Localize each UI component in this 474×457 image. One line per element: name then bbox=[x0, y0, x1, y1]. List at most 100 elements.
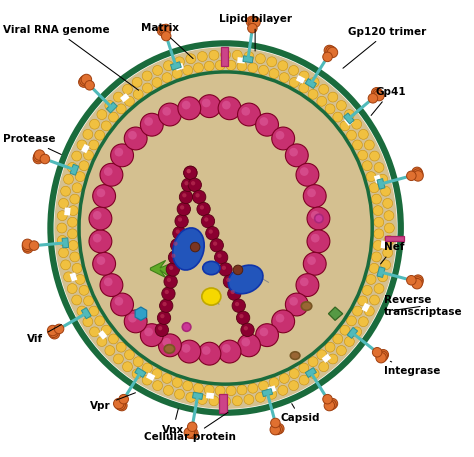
Circle shape bbox=[272, 310, 295, 333]
Circle shape bbox=[100, 163, 123, 186]
Polygon shape bbox=[374, 175, 382, 184]
Circle shape bbox=[197, 394, 207, 404]
Circle shape bbox=[340, 121, 350, 131]
Circle shape bbox=[325, 104, 335, 114]
Circle shape bbox=[333, 334, 343, 344]
Circle shape bbox=[241, 338, 250, 346]
Circle shape bbox=[222, 266, 226, 270]
Circle shape bbox=[115, 148, 123, 156]
Circle shape bbox=[109, 112, 118, 122]
Circle shape bbox=[61, 186, 71, 196]
Circle shape bbox=[184, 166, 197, 180]
Circle shape bbox=[204, 385, 214, 395]
Circle shape bbox=[179, 190, 192, 204]
Text: Integrase: Integrase bbox=[383, 361, 440, 376]
Circle shape bbox=[300, 277, 309, 286]
Circle shape bbox=[188, 428, 198, 439]
Circle shape bbox=[374, 217, 384, 227]
Circle shape bbox=[201, 214, 215, 228]
Polygon shape bbox=[384, 236, 404, 241]
Circle shape bbox=[230, 290, 235, 294]
Circle shape bbox=[246, 16, 257, 27]
Circle shape bbox=[59, 198, 69, 208]
Circle shape bbox=[278, 385, 288, 395]
Circle shape bbox=[353, 140, 363, 150]
Circle shape bbox=[296, 163, 319, 186]
Circle shape bbox=[164, 275, 177, 288]
Circle shape bbox=[378, 272, 388, 282]
Text: Vif: Vif bbox=[27, 324, 61, 345]
Circle shape bbox=[178, 218, 182, 222]
Circle shape bbox=[407, 171, 416, 181]
Circle shape bbox=[340, 325, 350, 335]
Circle shape bbox=[267, 57, 277, 67]
Circle shape bbox=[374, 284, 384, 293]
Circle shape bbox=[79, 77, 89, 87]
Text: Nef: Nef bbox=[381, 242, 404, 264]
Circle shape bbox=[255, 393, 265, 402]
Polygon shape bbox=[98, 330, 107, 340]
Circle shape bbox=[202, 346, 210, 355]
Circle shape bbox=[299, 71, 309, 81]
Circle shape bbox=[123, 362, 132, 372]
Circle shape bbox=[289, 78, 299, 87]
Circle shape bbox=[158, 334, 182, 357]
Polygon shape bbox=[219, 393, 227, 413]
Circle shape bbox=[72, 151, 82, 161]
Circle shape bbox=[133, 357, 143, 367]
Circle shape bbox=[183, 381, 192, 391]
Circle shape bbox=[67, 229, 77, 239]
Polygon shape bbox=[377, 267, 385, 277]
Circle shape bbox=[105, 345, 115, 356]
Circle shape bbox=[317, 350, 327, 360]
Circle shape bbox=[163, 302, 167, 306]
Circle shape bbox=[184, 181, 189, 186]
Circle shape bbox=[250, 17, 260, 27]
Circle shape bbox=[93, 234, 101, 243]
Circle shape bbox=[366, 172, 376, 181]
Circle shape bbox=[173, 241, 178, 246]
Text: Viral RNA genome: Viral RNA genome bbox=[3, 25, 139, 90]
Circle shape bbox=[413, 170, 423, 181]
Circle shape bbox=[319, 362, 328, 372]
Circle shape bbox=[381, 260, 391, 270]
Circle shape bbox=[244, 326, 248, 330]
Circle shape bbox=[327, 47, 337, 58]
Text: Capsid: Capsid bbox=[281, 404, 320, 424]
Polygon shape bbox=[150, 260, 172, 277]
Circle shape bbox=[83, 129, 93, 139]
Circle shape bbox=[33, 153, 44, 164]
Polygon shape bbox=[381, 240, 387, 249]
Circle shape bbox=[160, 314, 164, 318]
Polygon shape bbox=[362, 303, 370, 312]
Circle shape bbox=[90, 119, 100, 129]
Circle shape bbox=[323, 52, 332, 62]
Circle shape bbox=[270, 425, 281, 435]
Circle shape bbox=[206, 227, 219, 240]
Circle shape bbox=[374, 90, 384, 101]
Circle shape bbox=[175, 229, 180, 234]
Ellipse shape bbox=[291, 352, 300, 359]
Polygon shape bbox=[171, 62, 182, 70]
Circle shape bbox=[164, 61, 173, 71]
Circle shape bbox=[142, 375, 152, 385]
Circle shape bbox=[172, 69, 182, 79]
Polygon shape bbox=[344, 117, 353, 126]
Circle shape bbox=[328, 92, 338, 102]
Circle shape bbox=[133, 90, 143, 99]
Circle shape bbox=[64, 272, 73, 282]
Circle shape bbox=[412, 167, 422, 178]
Circle shape bbox=[413, 275, 423, 285]
Circle shape bbox=[77, 140, 87, 150]
Circle shape bbox=[358, 129, 368, 139]
Circle shape bbox=[187, 422, 197, 431]
Circle shape bbox=[373, 206, 383, 216]
Circle shape bbox=[372, 194, 382, 204]
Circle shape bbox=[269, 377, 279, 388]
Circle shape bbox=[232, 299, 246, 313]
Circle shape bbox=[289, 297, 298, 306]
Polygon shape bbox=[70, 272, 77, 282]
Circle shape bbox=[267, 389, 277, 399]
Circle shape bbox=[289, 381, 299, 391]
Circle shape bbox=[299, 363, 309, 373]
